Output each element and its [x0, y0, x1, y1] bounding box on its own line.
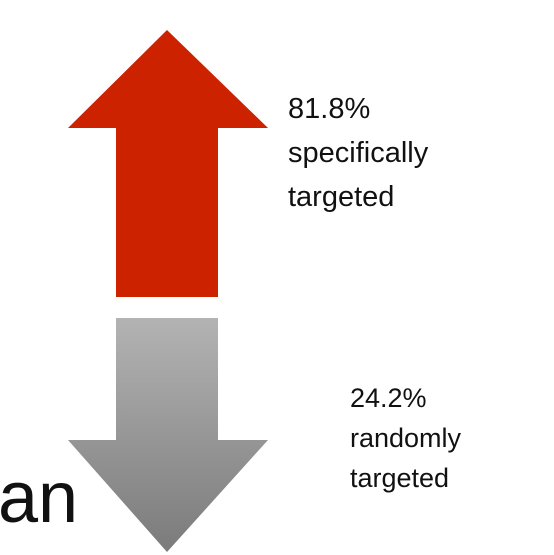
down-arrow [68, 318, 268, 552]
up-line: targeted [288, 181, 394, 213]
down-label: 24.2% randomly targeted [350, 383, 462, 493]
up-arrow [68, 30, 268, 297]
up-label: 81.8% specifically targeted [288, 93, 429, 213]
down-line: randomly [350, 423, 462, 453]
text-fragment: an [0, 458, 78, 538]
up-line: specifically [288, 137, 429, 169]
down-line: 24.2% [350, 383, 427, 413]
down-line: targeted [350, 463, 449, 493]
up-line: 81.8% [288, 93, 370, 125]
